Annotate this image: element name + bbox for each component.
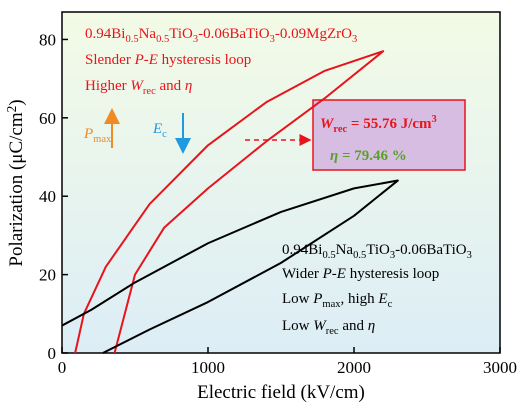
annotation: 0.94Bi0.5Na0.5TiO3-0.06BaTiO3-0.09MgZrO3 bbox=[85, 26, 357, 45]
text-part: Na bbox=[139, 26, 157, 42]
text-part: rec bbox=[333, 124, 347, 135]
x-tick-label: 0 bbox=[58, 358, 67, 377]
text-part: Wider bbox=[282, 266, 323, 282]
text-part: W bbox=[313, 318, 327, 334]
text-part: Slender bbox=[85, 52, 135, 68]
text-part: 2 bbox=[4, 106, 19, 113]
text-part: c bbox=[388, 299, 393, 310]
x-tick-label: 2000 bbox=[337, 358, 371, 377]
annotation: Slender P-E hysteresis loop bbox=[85, 52, 251, 68]
text-part: 3 bbox=[193, 34, 198, 45]
y-tick-label: 0 bbox=[48, 344, 57, 363]
hysteresis-loop bbox=[74, 50, 385, 354]
text-part: Higher bbox=[85, 78, 130, 94]
text-part: max bbox=[322, 299, 341, 310]
annotation: 0.94Bi0.5Na0.5TiO3-0.06BaTiO3 bbox=[282, 242, 472, 261]
text-part: 0.5 bbox=[156, 34, 169, 45]
annotation: Pmax bbox=[83, 126, 112, 145]
hysteresis-loop bbox=[61, 179, 399, 354]
x-axis-label: Electric field (kV/cm) bbox=[197, 382, 365, 403]
text-part: 0.94Bi bbox=[282, 242, 322, 258]
text-part: P bbox=[83, 126, 93, 142]
result-text: η = 79.46 % bbox=[330, 148, 407, 164]
y-tick-label: 40 bbox=[39, 187, 56, 206]
text-part: -0.09MgZrO bbox=[275, 26, 352, 42]
text-part: 0.5 bbox=[353, 250, 366, 261]
annotation: Higher Wrec and η bbox=[85, 78, 192, 97]
result-box bbox=[312, 99, 466, 171]
text-part: 0.94Bi bbox=[85, 26, 125, 42]
text-part: η bbox=[330, 148, 338, 164]
text-part: Polarization (μC/cm bbox=[6, 112, 27, 266]
text-part: E bbox=[377, 291, 387, 307]
text-part: Na bbox=[336, 242, 354, 258]
text-part: rec bbox=[143, 86, 156, 97]
plot-frame bbox=[61, 11, 501, 354]
text-part: Low bbox=[282, 318, 313, 334]
text-part: = 55.76 J/cm bbox=[347, 116, 432, 132]
text-part: = 79.46 % bbox=[338, 148, 407, 164]
x-tick-label: 1000 bbox=[191, 358, 225, 377]
y-tick-label: 20 bbox=[39, 266, 56, 285]
text-part: hysteresis loop bbox=[346, 266, 439, 282]
text-part: P bbox=[312, 291, 322, 307]
text-part: P-E bbox=[322, 266, 346, 282]
text-part: ) bbox=[6, 99, 27, 105]
text-part: W bbox=[320, 116, 335, 132]
y-axis-label: Polarization (μC/cm2) bbox=[4, 99, 27, 266]
text-part: c bbox=[162, 129, 167, 140]
plot-area bbox=[62, 12, 500, 353]
text-part: 0.5 bbox=[125, 34, 138, 45]
text-part: 3 bbox=[270, 34, 275, 45]
text-part: -0.06BaTiO bbox=[395, 242, 467, 258]
text-part: E bbox=[152, 121, 162, 137]
result-text: Wrec = 55.76 J/cm3 bbox=[320, 114, 437, 135]
annotation: Wider P-E hysteresis loop bbox=[282, 266, 439, 282]
text-part: 3 bbox=[352, 34, 357, 45]
annotation: Low Wrec and η bbox=[282, 318, 375, 337]
text-part: rec bbox=[326, 326, 339, 337]
text-part: 3 bbox=[467, 250, 472, 261]
text-part: and bbox=[156, 78, 185, 94]
text-part: max bbox=[93, 134, 112, 145]
text-part: 0.5 bbox=[322, 250, 335, 261]
text-part: Low bbox=[282, 291, 313, 307]
text-part: and bbox=[339, 318, 368, 334]
text-part: P-E bbox=[134, 52, 158, 68]
text-part: TiO bbox=[169, 26, 193, 42]
x-tick-label: 3000 bbox=[483, 358, 517, 377]
y-tick-label: 80 bbox=[39, 30, 56, 49]
annotation: Low Pmax, high Ec bbox=[282, 291, 393, 310]
text-part: 3 bbox=[390, 250, 395, 261]
text-part: η bbox=[185, 78, 192, 94]
text-part: η bbox=[368, 318, 375, 334]
text-part: TiO bbox=[366, 242, 390, 258]
text-part: hysteresis loop bbox=[158, 52, 251, 68]
text-part: W bbox=[130, 78, 144, 94]
text-part: 3 bbox=[432, 114, 437, 125]
text-part: , high bbox=[341, 291, 379, 307]
y-tick-label: 60 bbox=[39, 109, 56, 128]
annotation: Ec bbox=[152, 121, 167, 140]
text-part: -0.06BaTiO bbox=[198, 26, 270, 42]
